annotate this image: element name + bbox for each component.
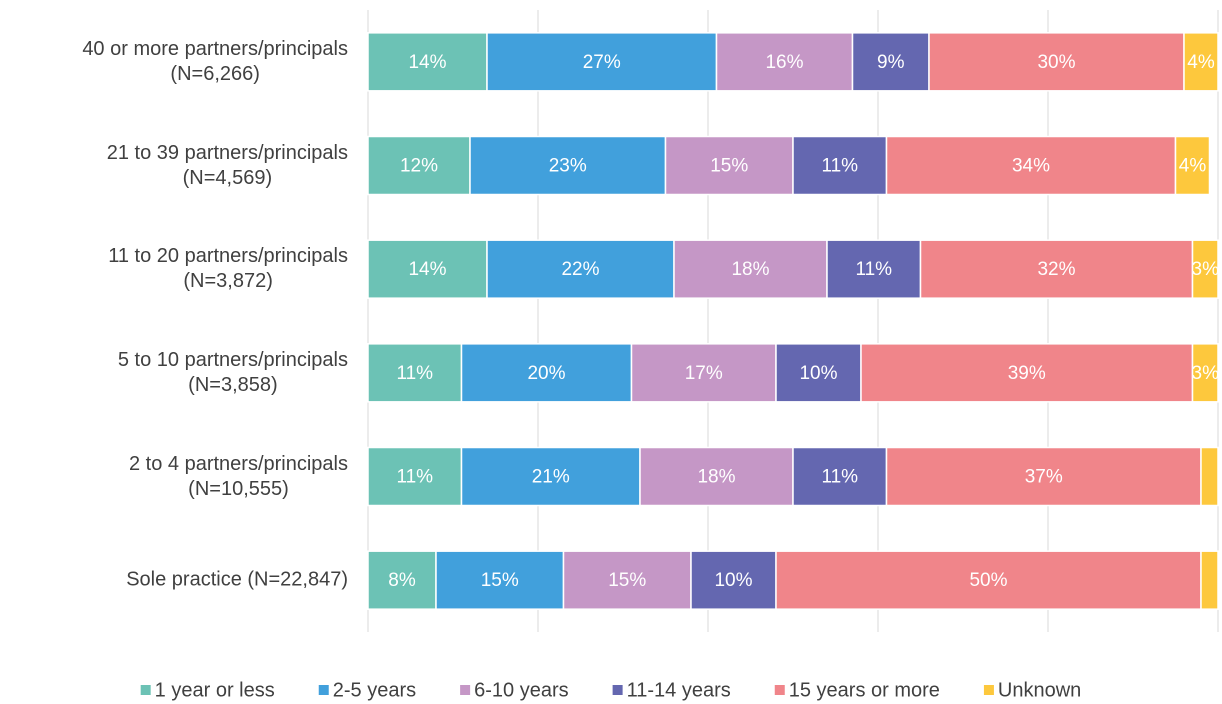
data-label: 15% [710, 156, 748, 177]
data-label: 3% [1192, 363, 1220, 384]
data-label: 50% [969, 570, 1007, 591]
bar-segment [1191, 343, 1219, 403]
data-label: 18% [731, 259, 769, 280]
bar-segment [1200, 550, 1219, 610]
bar-segment [1191, 239, 1219, 299]
bar-segment [630, 343, 777, 403]
legend-marker [774, 685, 785, 695]
bar-segment [885, 135, 1177, 196]
data-label: 10% [714, 570, 752, 591]
bar-segment [367, 343, 463, 403]
y-tick-label: 40 or more partners/principals (N=6,266) [82, 37, 348, 85]
data-label: 30% [1037, 52, 1075, 73]
data-label: 34% [1012, 156, 1050, 177]
bar-segment [639, 446, 794, 507]
bar-segment [486, 32, 718, 92]
bar-segment [367, 239, 488, 299]
legend-label: 1 year or less [155, 679, 275, 701]
bar-segment [460, 446, 641, 507]
bar-segment [792, 135, 888, 196]
bar-segment [775, 550, 1202, 610]
bar-segment [435, 550, 565, 610]
data-label: 11% [396, 467, 433, 488]
data-label: 21% [532, 467, 570, 488]
bar-segment [851, 32, 930, 92]
data-label: 11% [821, 156, 858, 177]
legend-marker [318, 685, 329, 695]
data-label: 10% [799, 363, 837, 384]
bar-segment [775, 343, 862, 403]
legend-label: 6-10 years [474, 679, 569, 701]
bar-segment [1200, 446, 1219, 507]
y-tick-label: 11 to 20 partners/principals (N=3,872) [108, 245, 348, 293]
bar-segment [919, 239, 1194, 299]
data-label: 17% [685, 363, 723, 384]
bar-segment [1174, 135, 1211, 196]
bar-segment [562, 550, 692, 610]
bar-segment [367, 135, 471, 196]
data-label: 15% [481, 570, 519, 591]
data-label: 4% [1179, 156, 1207, 177]
legend-marker [983, 685, 994, 695]
data-label: 18% [697, 467, 735, 488]
data-label: 27% [583, 52, 621, 73]
data-label: 12% [400, 156, 438, 177]
y-tick-label: 2 to 4 partners/principals (N=10,555) [128, 452, 348, 500]
legend-label: 2-5 years [333, 679, 416, 701]
data-label: 39% [1008, 363, 1046, 384]
legend-marker [140, 685, 151, 695]
data-label: 11% [821, 467, 858, 488]
bar-segment [367, 446, 463, 507]
bar-segment [826, 239, 922, 299]
legend-label: Unknown [998, 679, 1081, 701]
y-tick-label: 21 to 39 partners/principals (N=4,569) [106, 141, 348, 189]
y-tick-label: Sole practice (N=22,847) [126, 568, 348, 591]
data-label: 14% [408, 259, 446, 280]
bar-segment [860, 343, 1194, 403]
data-label: 9% [877, 52, 905, 73]
data-label: 11% [855, 259, 892, 280]
data-label: 14% [408, 52, 446, 73]
data-label: 20% [527, 363, 565, 384]
legend-marker [460, 685, 471, 695]
legend-label: 11-14 years [627, 679, 731, 701]
bar-segment [792, 446, 888, 507]
y-tick-label: 5 to 10 partners/principals (N=3,858) [117, 348, 348, 396]
legend-marker [612, 685, 623, 695]
data-label: 4% [1187, 52, 1215, 73]
data-label: 15% [608, 570, 646, 591]
data-label: 3% [1192, 259, 1220, 280]
data-label: 32% [1037, 259, 1075, 280]
data-label: 23% [549, 156, 587, 177]
data-label: 22% [561, 259, 599, 280]
legend-label: 15 years or more [789, 679, 940, 701]
data-label: 16% [765, 52, 803, 73]
bar-segment [469, 135, 667, 196]
data-label: 37% [1025, 467, 1063, 488]
bar-segment [367, 32, 488, 92]
bar-segment [1183, 32, 1219, 92]
data-label: 11% [396, 363, 433, 384]
data-label: 8% [388, 570, 416, 591]
